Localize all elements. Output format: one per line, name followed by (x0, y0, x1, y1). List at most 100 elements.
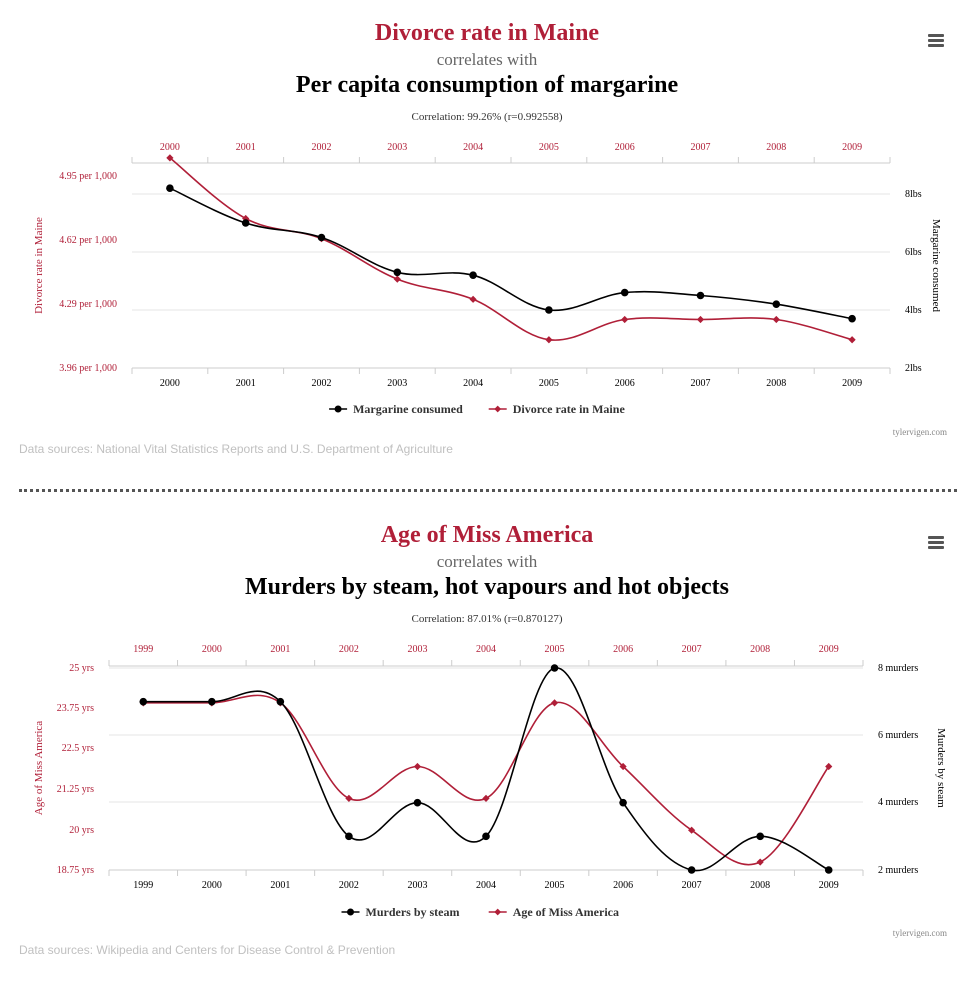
bottom-x-tick-label: 2009 (842, 378, 862, 389)
data-point[interactable] (696, 315, 705, 324)
bottom-x-tick-label: 2005 (545, 880, 565, 891)
top-x-tick-label: 2000 (160, 142, 180, 153)
left-axis-title: Divorce rate in Maine (33, 217, 45, 314)
right-y-tick-label: 4lbs (905, 305, 922, 316)
bottom-x-tick-label: 2000 (202, 880, 222, 891)
left-y-tick-label: 25 yrs (69, 663, 94, 674)
legend-label: Murders by steam (366, 905, 460, 919)
top-x-tick-label: 2008 (766, 142, 786, 153)
data-point[interactable] (166, 154, 174, 162)
right-y-tick-label: 2lbs (905, 363, 922, 374)
data-point[interactable] (393, 268, 402, 277)
data-point[interactable] (772, 315, 780, 324)
data-point[interactable] (688, 826, 696, 834)
legend-marker (494, 405, 502, 413)
left-axis-title: Age of Miss America (33, 721, 45, 816)
legend-label: Divorce rate in Maine (513, 402, 626, 416)
bottom-x-tick-label: 2000 (160, 378, 180, 389)
data-point[interactable] (772, 300, 781, 309)
bottom-x-tick-label: 2001 (236, 378, 256, 389)
legend-marker (494, 908, 502, 916)
legend-item-murders-by-steam[interactable]: Murders by steam (341, 905, 460, 919)
data-point[interactable] (825, 762, 833, 771)
top-x-tick-label: 2007 (682, 644, 702, 655)
data-point[interactable] (696, 291, 705, 300)
bottom-x-tick-label: 2003 (407, 880, 427, 891)
bottom-x-tick-label: 2002 (312, 378, 332, 389)
data-point[interactable] (550, 699, 559, 707)
top-x-tick-label: 2002 (339, 644, 359, 655)
legend-marker (347, 908, 354, 916)
data-point[interactable] (413, 762, 422, 771)
top-x-tick-label: 2003 (387, 142, 407, 153)
credit-text: tylervigen.com (892, 427, 947, 437)
left-y-tick-label: 22.5 yrs (62, 743, 94, 754)
top-x-tick-label: 2008 (750, 644, 770, 655)
section-divider (19, 489, 957, 492)
bottom-x-tick-label: 1999 (133, 880, 153, 891)
data-point[interactable] (824, 866, 833, 874)
data-point[interactable] (621, 315, 629, 324)
data-point[interactable] (469, 295, 477, 303)
data-point[interactable] (208, 697, 216, 706)
series-line-margarine-consumed (169, 187, 853, 320)
data-sources-text: Data sources: National Vital Statistics … (19, 442, 453, 456)
series-line-divorce-rate-in-maine (169, 157, 853, 341)
data-point[interactable] (482, 794, 490, 802)
data-point[interactable] (756, 832, 764, 841)
bottom-x-tick-label: 2001 (270, 880, 290, 891)
top-x-tick-label: 2009 (819, 644, 839, 655)
right-y-tick-label: 2 murders (878, 865, 918, 876)
bottom-x-tick-label: 2002 (339, 880, 359, 891)
data-point[interactable] (545, 336, 553, 344)
legend-item-divorce-rate-in-maine[interactable]: Divorce rate in Maine (488, 402, 626, 416)
data-point[interactable] (756, 858, 764, 866)
right-y-tick-label: 8 murders (878, 663, 918, 674)
right-y-tick-label: 6 murders (878, 730, 918, 741)
data-point[interactable] (545, 306, 553, 314)
data-point[interactable] (848, 336, 856, 344)
hamburger-menu-icon[interactable] (928, 536, 944, 550)
top-x-tick-label: 2002 (312, 142, 332, 153)
data-point[interactable] (619, 762, 627, 771)
data-point[interactable] (482, 832, 490, 841)
chart-title-connector: correlates with (436, 552, 538, 571)
data-point[interactable] (345, 794, 353, 802)
legend-item-margarine-consumed[interactable]: Margarine consumed (329, 402, 463, 416)
data-point[interactable] (241, 219, 250, 227)
chart-title-primary: Age of Miss America (380, 522, 594, 548)
data-point[interactable] (620, 288, 629, 297)
data-point[interactable] (619, 798, 627, 807)
top-x-tick-label: 2005 (545, 644, 565, 655)
top-x-tick-label: 2004 (463, 142, 483, 153)
legend-marker (334, 405, 342, 413)
hamburger-menu-icon[interactable] (928, 34, 944, 48)
data-point[interactable] (687, 866, 696, 874)
bottom-x-tick-label: 2004 (476, 880, 496, 891)
right-axis-title: Murders by steam (935, 728, 947, 808)
data-point[interactable] (139, 697, 148, 706)
data-point[interactable] (317, 233, 326, 242)
chart-title-secondary: Murders by steam, hot vapours and hot ob… (244, 574, 729, 600)
data-point[interactable] (550, 664, 559, 672)
legend-item-age-of-miss-america[interactable]: Age of Miss America (488, 905, 619, 919)
top-x-tick-label: 2001 (236, 142, 256, 153)
correlation-text: Correlation: 87.01% (r=0.870127) (411, 613, 563, 625)
data-point[interactable] (469, 271, 477, 280)
top-x-tick-label: 2000 (202, 644, 222, 655)
data-point[interactable] (345, 832, 353, 841)
left-y-tick-label: 4.29 per 1,000 (59, 299, 117, 310)
left-y-tick-label: 21.25 yrs (57, 784, 94, 795)
chart-title-connector: correlates with (436, 50, 538, 69)
data-point[interactable] (276, 697, 285, 706)
right-axis-title: Margarine consumed (930, 219, 942, 312)
chart-divorce-margarine: 2000 2000 2001 2001 2002 2002 2003 2003 2004 2004… (33, 142, 942, 416)
chart-title-primary: Divorce rate in Maine (374, 20, 600, 46)
data-point[interactable] (848, 314, 856, 323)
data-point[interactable] (413, 798, 422, 807)
right-y-tick-label: 8lbs (905, 189, 922, 200)
bottom-x-tick-label: 2009 (819, 880, 839, 891)
data-point[interactable] (166, 184, 174, 192)
data-point[interactable] (393, 275, 401, 283)
bottom-x-tick-label: 2003 (387, 378, 407, 389)
